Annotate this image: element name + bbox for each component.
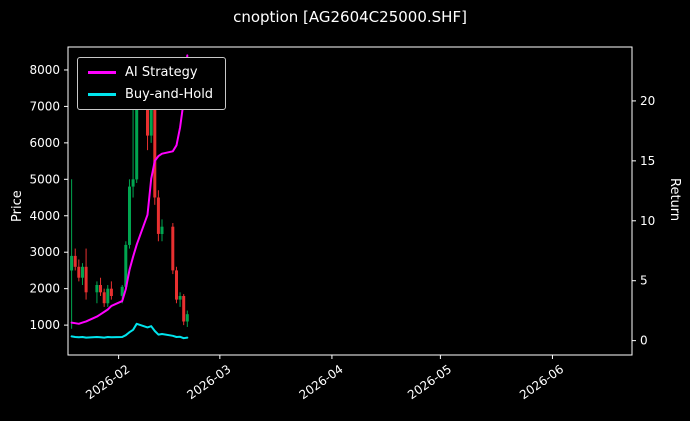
candle-body [175, 270, 178, 300]
candle-body [128, 186, 131, 245]
candle-body [77, 266, 81, 278]
ai-strategy-line-swatch [88, 71, 116, 74]
legend: AI Strategy Buy-and-Hold [77, 57, 227, 110]
ai-strategy-line [70, 54, 189, 325]
legend-label-buy-and-hold: Buy-and-Hold [125, 87, 214, 102]
candle-body [131, 179, 135, 187]
candle-body [106, 288, 110, 304]
price-tick-label: 3000 [29, 245, 60, 259]
price-tick-label: 2000 [29, 282, 60, 296]
candle-body [135, 77, 139, 180]
candle-body [109, 288, 113, 296]
price-tick-label: 6000 [29, 136, 60, 150]
candle-body [182, 296, 186, 322]
price-axis-label: Price [10, 190, 25, 222]
return-tick-label: 5 [640, 274, 648, 288]
legend-item-buy-and-hold: Buy-and-Hold [88, 87, 213, 102]
date-tick-label: 2026-05 [405, 362, 454, 402]
candle-body [120, 286, 124, 296]
candle-body [81, 266, 84, 278]
candle-body [102, 292, 106, 304]
buy-and-hold-line [70, 322, 189, 340]
date-tick-label: 2026-04 [297, 362, 346, 402]
candle-body [156, 197, 160, 234]
candle-body [149, 106, 153, 136]
date-tick-label: 2026-06 [517, 362, 566, 402]
candle-body [95, 285, 99, 293]
candle-body [171, 226, 175, 271]
candle-body [84, 266, 88, 293]
candle-body [160, 226, 164, 234]
price-tick-label: 7000 [29, 99, 60, 113]
return-tick-label: 15 [640, 154, 655, 168]
return-axis-label: Return [667, 178, 682, 222]
legend-label-ai-strategy: AI Strategy [125, 65, 198, 80]
buy-and-hold-line-swatch [88, 93, 116, 96]
price-tick-label: 5000 [29, 172, 60, 186]
candle-body [124, 244, 128, 287]
legend-item-ai-strategy: AI Strategy [88, 65, 213, 80]
return-tick-label: 20 [640, 94, 655, 108]
price-tick-label: 1000 [29, 318, 60, 332]
candle-body [70, 255, 74, 271]
candle-body [178, 296, 182, 300]
candle-body [153, 106, 157, 198]
return-tick-label: 10 [640, 214, 655, 228]
date-tick-label: 2026-03 [184, 362, 233, 402]
price-tick-label: 4000 [29, 209, 60, 223]
price-tick-label: 8000 [29, 63, 60, 77]
chart-title: cnoption [AG2604C25000.SHF] [233, 8, 467, 26]
plot-border [67, 46, 633, 356]
candle-body [185, 314, 189, 322]
return-tick-label: 0 [640, 334, 648, 348]
date-tick-label: 2026-02 [83, 362, 132, 402]
candle-body [73, 255, 77, 267]
candle-body [99, 285, 102, 293]
